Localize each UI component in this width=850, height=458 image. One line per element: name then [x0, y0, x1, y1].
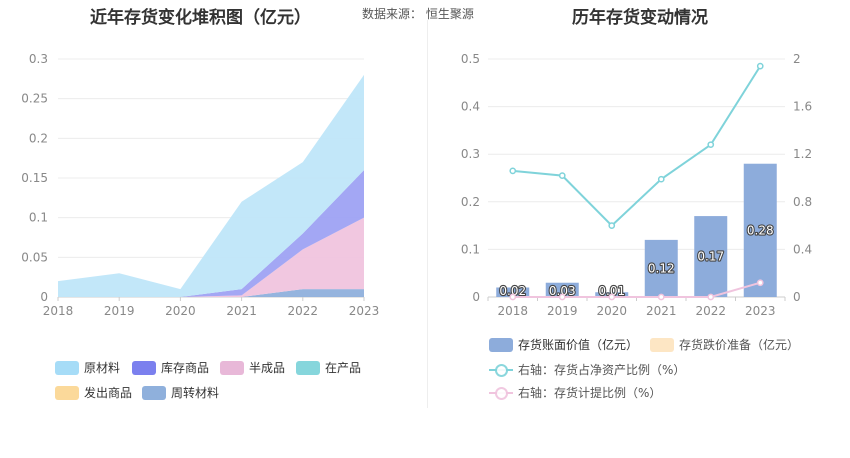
data-source-label: 数据来源： 恒生聚源 — [362, 7, 474, 21]
area-周转材料 — [58, 289, 364, 297]
legend-swatch — [220, 360, 244, 375]
line-point — [558, 172, 566, 179]
x-tick-label: 2023 — [349, 304, 380, 318]
bar-value-label: 0.12 — [648, 261, 675, 275]
legend-swatch — [489, 386, 513, 400]
y-tick-label: 0.15 — [21, 171, 48, 185]
bar-value-label: 0.01 — [598, 284, 625, 298]
legend-item[interactable]: 发出商品 — [55, 384, 132, 401]
x-tick-label: 2019 — [104, 304, 135, 318]
line-point — [509, 293, 517, 301]
y-left-tick-label: 0 — [472, 290, 480, 304]
legend-label: 周转材料 — [171, 386, 220, 400]
bar-value-label: 0.03 — [549, 284, 576, 298]
legend-label: 库存商品 — [161, 361, 210, 375]
line-point — [558, 293, 566, 301]
y-left-tick-label: 0.4 — [461, 100, 480, 114]
x-tick-label: 2021 — [226, 304, 257, 318]
area-原材料 — [58, 74, 364, 297]
x-tick-label: 2018 — [497, 304, 528, 318]
y-left-tick-label: 0.5 — [461, 52, 480, 66]
inventory-bar-line-chart: 0 0.1 0.2 0.3 0.4 0.5 0 0.4 0.8 1.2 1.6 2 2018 2019 20… — [461, 52, 812, 318]
line-series — [512, 65, 762, 227]
x-tick-label: 2021 — [646, 304, 677, 318]
line-point — [608, 222, 616, 229]
legend-swatch — [55, 385, 79, 400]
bar-value-label: 0.28 — [747, 223, 774, 237]
bar — [545, 282, 579, 297]
legend-item[interactable]: 右轴：存货计提比例（%） — [489, 384, 661, 401]
y-tick-label: 0 — [40, 290, 48, 304]
legend-label: 原材料 — [84, 361, 121, 375]
bar — [743, 163, 777, 297]
x-tick-label: 2020 — [596, 304, 627, 318]
y-tick-label: 0.25 — [21, 92, 48, 106]
legend-item[interactable]: 右轴：存货占净资产比例（%） — [489, 361, 685, 378]
legend-item[interactable]: 存货跌价准备（亿元） — [650, 336, 799, 353]
line-point — [608, 293, 616, 301]
area-半成品 — [58, 217, 364, 297]
y-right-tick-label: 0.8 — [793, 195, 812, 209]
x-tick-label: 2020 — [165, 304, 196, 318]
y-tick-label: 0.3 — [29, 52, 48, 66]
bar — [496, 287, 530, 297]
legend-swatch — [132, 360, 156, 375]
legend-item[interactable]: 原材料 — [55, 359, 120, 376]
y-tick-label: 0.1 — [29, 211, 48, 225]
bar-value-label: 0.02 — [499, 284, 526, 298]
x-tick-label: 2019 — [547, 304, 578, 318]
bar — [644, 239, 678, 297]
line-point — [509, 167, 517, 175]
legend-swatch — [55, 360, 79, 375]
y-tick-label: 0.2 — [29, 131, 48, 145]
legend-item[interactable]: 库存商品 — [132, 359, 209, 376]
y-right-tick-label: 0.4 — [793, 242, 812, 256]
legend-label: 发出商品 — [84, 386, 133, 400]
x-tick-label: 2023 — [745, 304, 776, 318]
legend-label: 在产品 — [325, 361, 362, 375]
line-series — [512, 281, 761, 298]
bar-value-label: 0.17 — [697, 250, 724, 264]
panel-divider — [427, 20, 428, 408]
y-left-tick-label: 0.1 — [461, 242, 480, 256]
line-point — [707, 293, 715, 301]
y-right-tick-label: 0 — [793, 290, 801, 304]
line-point — [756, 279, 764, 287]
right-chart-title: 历年存货变动情况 — [572, 8, 708, 28]
line-point — [657, 175, 665, 183]
legend-item[interactable]: 在产品 — [296, 359, 361, 376]
y-left-tick-label: 0.2 — [461, 195, 480, 209]
y-tick-label: 0.05 — [21, 250, 48, 264]
y-right-tick-label: 1.2 — [793, 147, 812, 161]
legend-label: 右轴：存货占净资产比例（%） — [518, 363, 686, 377]
x-tick-label: 2018 — [43, 304, 74, 318]
legend-swatch — [142, 385, 166, 400]
line-point — [756, 62, 764, 70]
legend-item[interactable]: 半成品 — [220, 359, 285, 376]
legend-label: 右轴：存货计提比例（%） — [518, 386, 662, 400]
bar — [694, 216, 728, 297]
legend-label: 半成品 — [249, 361, 286, 375]
y-left-tick-label: 0.3 — [461, 147, 480, 161]
stacked-area-chart: 0 0.05 0.1 0.15 0.2 0.25 0.3 2018 2019 2020 2021 20… — [21, 52, 380, 318]
y-right-tick-label: 2 — [793, 52, 801, 66]
y-right-tick-label: 1.6 — [793, 100, 812, 114]
legend-swatch — [650, 337, 674, 352]
left-chart-title: 近年存货变化堆积图（亿元） — [90, 8, 311, 28]
legend-item[interactable]: 周转材料 — [142, 384, 219, 401]
legend-swatch — [296, 360, 320, 375]
line-point — [657, 293, 665, 301]
x-tick-label: 2022 — [288, 304, 319, 318]
legend-label: 存货账面价值（亿元） — [518, 338, 639, 352]
x-tick-label: 2022 — [695, 304, 726, 318]
line-point — [707, 141, 715, 149]
legend-swatch — [489, 337, 513, 352]
legend-item[interactable]: 存货账面价值（亿元） — [489, 336, 638, 353]
legend-swatch — [489, 363, 513, 377]
legend-label: 存货跌价准备（亿元） — [679, 338, 800, 352]
